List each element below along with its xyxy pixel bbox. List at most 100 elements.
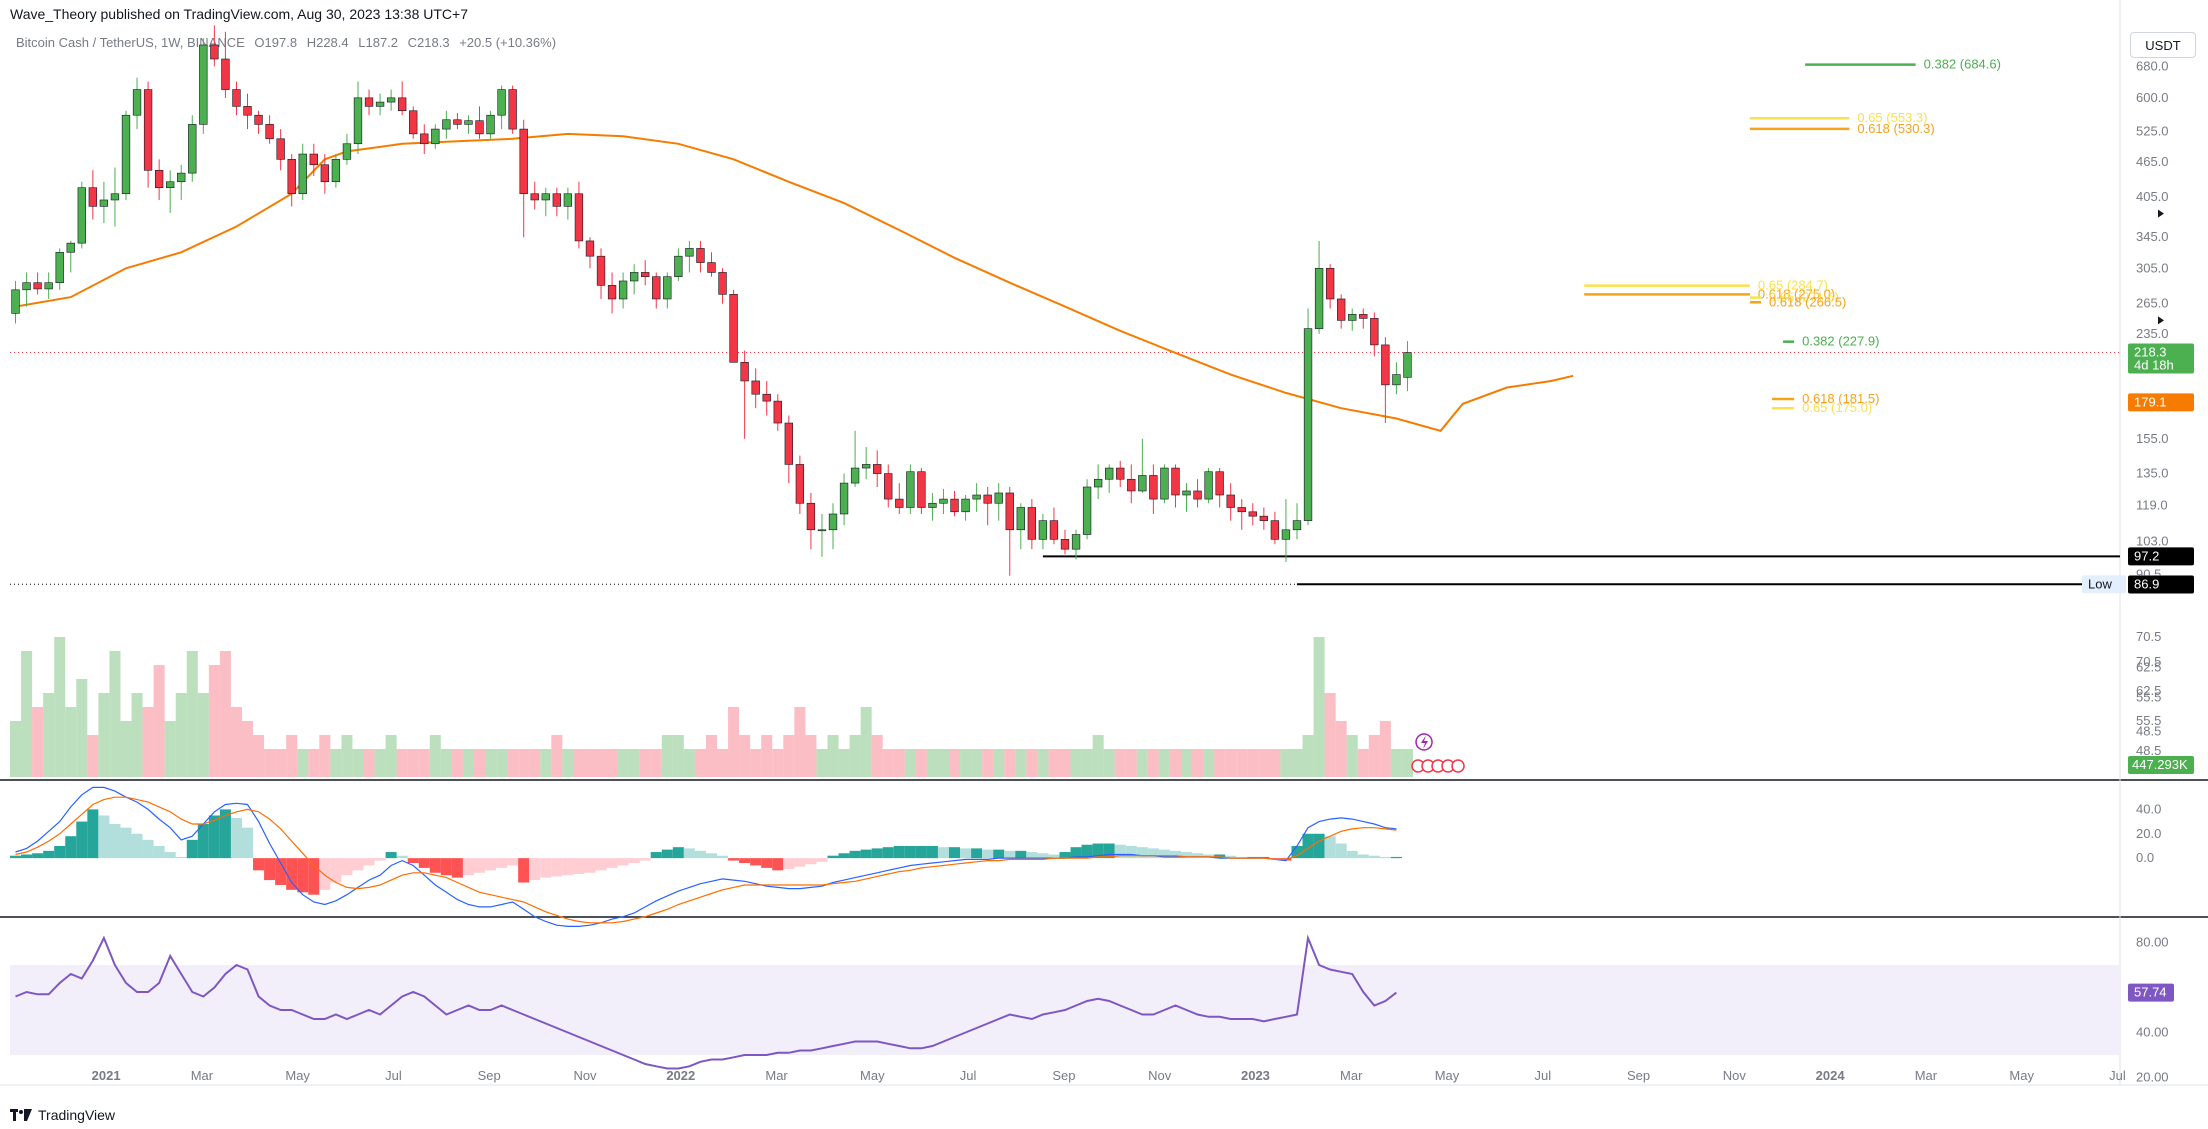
volume-bar xyxy=(330,749,342,777)
price-tag-countdown: 4d 18h xyxy=(2134,358,2174,373)
volume-bar xyxy=(1103,749,1115,777)
volume-bar xyxy=(308,749,320,777)
volume-bar xyxy=(385,735,397,777)
volume-bar xyxy=(1401,749,1413,777)
candle-body xyxy=(1281,529,1291,540)
time-axis-label: Jul xyxy=(385,1068,402,1083)
price-axis-label: 62.5 xyxy=(2136,660,2161,675)
candle-body xyxy=(88,187,98,207)
macd-histogram-bar xyxy=(1026,852,1038,859)
candle-body xyxy=(66,242,75,253)
macd-histogram-bar xyxy=(485,858,497,871)
fib-level-label: 0.65 (553.3) xyxy=(1857,110,1927,125)
volume-bar xyxy=(451,749,463,777)
macd-histogram-bar xyxy=(319,858,331,890)
candle-body xyxy=(210,44,219,60)
candle-body xyxy=(1381,344,1390,386)
candle-body xyxy=(1403,352,1412,378)
volume-bar xyxy=(54,637,66,777)
price-axis-label: 155.0 xyxy=(2136,431,2169,446)
volume-bar xyxy=(661,735,673,777)
macd-histogram-bar xyxy=(1070,847,1082,859)
macd-histogram-bar xyxy=(882,847,894,859)
volume-bar xyxy=(1147,749,1159,777)
volume-bar xyxy=(275,749,287,777)
price-axis-label: 465.0 xyxy=(2136,154,2169,169)
price-axis-label: 70.5 xyxy=(2136,629,2161,644)
volume-bar xyxy=(98,693,110,777)
candle-body xyxy=(1337,298,1346,321)
candle-body xyxy=(1005,492,1014,531)
macd-histogram-bar xyxy=(1037,853,1049,859)
ohlc-close: C218.3 xyxy=(407,35,450,50)
volume-bar xyxy=(1114,749,1126,777)
macd-histogram-bar xyxy=(761,858,773,868)
volume-bar xyxy=(407,749,419,777)
macd-histogram-bar xyxy=(639,858,651,861)
macd-histogram-bar xyxy=(164,852,176,859)
macd-histogram-bar xyxy=(529,858,541,881)
candle-body xyxy=(11,289,20,314)
volume-bar xyxy=(186,651,198,777)
candle-body xyxy=(817,529,827,532)
time-axis-label: Sep xyxy=(478,1068,501,1083)
volume-bar xyxy=(1136,749,1148,777)
volume-bar xyxy=(1037,749,1049,777)
macd-histogram-bar xyxy=(1048,854,1060,859)
candle-body xyxy=(1392,374,1401,386)
candle-body xyxy=(1016,507,1025,531)
volume-bar xyxy=(639,749,651,777)
candle-body xyxy=(607,285,617,300)
macd-histogram-bar xyxy=(949,847,961,859)
macd-histogram-bar xyxy=(1004,850,1016,859)
candle-body xyxy=(961,498,970,513)
price-axis-label: 103.0 xyxy=(2136,534,2169,549)
volume-bar xyxy=(440,749,452,777)
volume-bar xyxy=(65,707,77,777)
volume-bar xyxy=(1291,749,1303,777)
time-axis-label: Nov xyxy=(1723,1068,1747,1083)
volume-bar xyxy=(584,749,596,777)
candle-body xyxy=(641,272,650,277)
volume-bar xyxy=(573,749,585,777)
volume-bar xyxy=(761,735,773,777)
candle-body xyxy=(1204,471,1213,500)
volume-bar xyxy=(473,749,486,777)
rsi-axis-label: 80.00 xyxy=(2136,935,2169,950)
candle-body xyxy=(1303,328,1313,521)
candle-body xyxy=(99,199,109,207)
event-flag-icon xyxy=(1451,759,1465,773)
candle-body xyxy=(1237,507,1246,513)
time-axis-label: May xyxy=(860,1068,885,1083)
candle-body xyxy=(596,255,606,286)
currency-selector[interactable]: USDT xyxy=(2130,32,2196,58)
macd-histogram-bar xyxy=(1346,850,1358,859)
macd-histogram-bar xyxy=(672,847,684,859)
volume-bar xyxy=(871,735,883,777)
macd-histogram-bar xyxy=(904,845,916,859)
candle-body xyxy=(1171,467,1180,496)
volume-bar xyxy=(683,749,695,777)
candle-body xyxy=(475,120,484,135)
symbol-name: Bitcoin Cash / TetherUS, 1W, BINANCE xyxy=(16,35,245,50)
candle-body xyxy=(972,494,981,500)
candle-body xyxy=(873,464,882,474)
candle-body xyxy=(762,393,771,402)
candle-body xyxy=(486,114,495,135)
fib-level-label: 0.618 (530.3) xyxy=(1857,121,1934,136)
volume-bar xyxy=(1203,749,1215,777)
volume-bar xyxy=(551,735,563,777)
macd-line xyxy=(15,786,1397,928)
volume-bar xyxy=(76,679,88,777)
candle-body xyxy=(243,106,252,116)
volume-tag-label: 447.293K xyxy=(2132,757,2188,772)
candle-body xyxy=(751,380,760,395)
macd-histogram-bar xyxy=(109,824,121,859)
candle-body xyxy=(618,280,628,300)
price-axis-label: 55.5 xyxy=(2136,690,2161,705)
price-tag-label: 218.3 xyxy=(2134,345,2167,360)
macd-axis-label: 20.0 xyxy=(2136,826,2161,841)
candle-body xyxy=(1027,507,1037,540)
volume-bar xyxy=(1048,749,1060,777)
